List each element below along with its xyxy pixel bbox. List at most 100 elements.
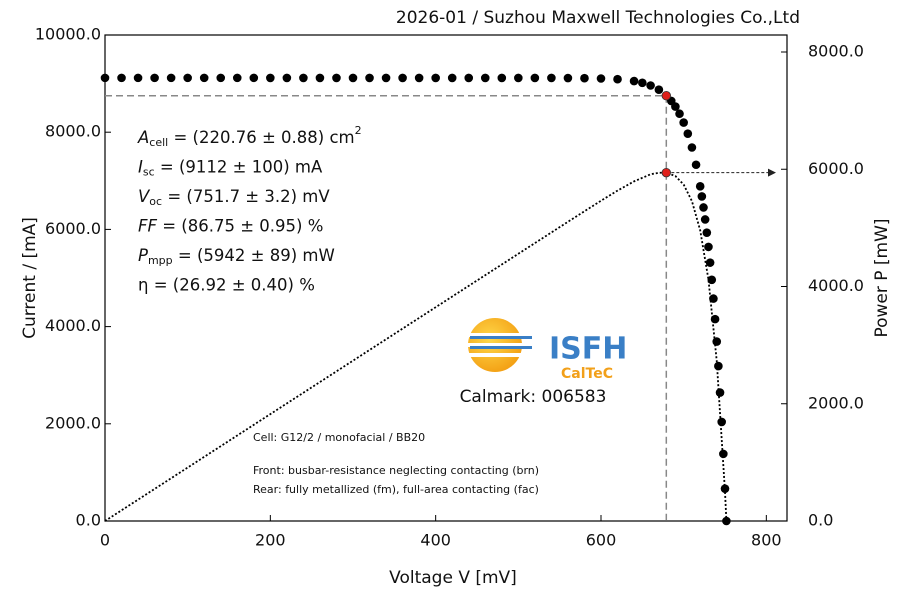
data-point (133, 73, 143, 83)
parameter: FF = (86.75 ± 0.95) % (138, 216, 323, 235)
data-point (697, 192, 707, 201)
cell-note: Front: busbar-resistance neglecting cont… (253, 464, 539, 477)
mpp-current-point (661, 91, 672, 101)
data-point (687, 143, 697, 152)
data-point (715, 388, 725, 397)
mpp-power-point (661, 167, 672, 178)
data-point (332, 73, 341, 83)
x-tick-label: 600 (586, 531, 617, 550)
y-tick-label: 0.0 (76, 511, 101, 530)
data-point (447, 73, 457, 83)
data-point (675, 109, 684, 119)
x-tick-label: 800 (751, 531, 782, 550)
parameter: η = (26.92 ± 0.40) % (138, 275, 315, 294)
data-point (348, 73, 358, 83)
data-point (717, 417, 726, 427)
cell-note: Rear: fully metallized (fm), full-area c… (253, 483, 539, 496)
data-point (580, 73, 589, 83)
data-point (712, 337, 722, 346)
data-point (638, 78, 647, 88)
parameter-text: = (86.75 ± 0.95) % (157, 216, 323, 235)
parameter-subscript: mpp (148, 254, 173, 267)
data-point (695, 182, 705, 191)
data-point (183, 73, 192, 83)
data-point (100, 73, 110, 83)
y-tick-label: 8000.0 (45, 122, 101, 141)
data-point (166, 73, 176, 83)
x-tick-label: 200 (255, 531, 286, 550)
parameter-text: = (26.92 ± 0.40) % (148, 275, 314, 294)
data-point (480, 73, 490, 83)
data-point (563, 73, 573, 83)
y2-tick-label: 2000.0 (808, 393, 864, 412)
data-point (707, 275, 717, 285)
data-point (514, 73, 523, 83)
data-point (398, 73, 407, 83)
parameter: Acell = (220.76 ± 0.88) cm2 (137, 124, 362, 149)
data-point (117, 73, 126, 83)
logo-sub: CalTeC (561, 366, 613, 382)
logo: ISFH CalTeC (462, 318, 627, 382)
parameter-symbol: FF (138, 216, 157, 235)
data-point (249, 73, 259, 83)
plot-frame (104, 34, 788, 522)
data-point (702, 228, 712, 237)
parameter-symbol: P (138, 246, 148, 265)
data-point (629, 76, 639, 86)
data-point (464, 73, 474, 83)
parameter-subscript: sc (143, 166, 155, 179)
chart-title: 2026-01 / Suzhou Maxwell Technologies Co… (396, 8, 800, 28)
y-tick-label: 10000.0 (35, 25, 101, 44)
power-line (104, 171, 728, 522)
parameter-symbol: A (137, 128, 149, 147)
parameter-text: = (220.76 ± 0.88) cm (168, 128, 354, 147)
parameter-text: = (751.7 ± 3.2) mV (162, 187, 330, 206)
y-tick-label: 2000.0 (45, 413, 101, 432)
data-point (299, 73, 308, 83)
x-tick-label: 0 (100, 531, 110, 550)
data-point (683, 129, 693, 138)
data-point (381, 73, 391, 83)
parameter-superscript: 2 (355, 124, 362, 137)
data-point (705, 258, 715, 267)
data-point (414, 73, 424, 83)
x-axis-title: Voltage V [mV] (389, 568, 517, 588)
y-tick-label: 6000.0 (45, 219, 101, 238)
data-point (530, 73, 540, 83)
parameter: Voc = (751.7 ± 3.2) mV (138, 187, 330, 209)
parameter-text: = (5942 ± 89) mW (173, 246, 335, 265)
data-point (282, 73, 292, 83)
data-point (199, 73, 209, 83)
data-point (150, 73, 159, 83)
data-point (431, 73, 440, 83)
parameter-symbol: V (138, 187, 151, 206)
data-point (232, 73, 242, 83)
parameter-symbol: η (138, 275, 148, 294)
data-point (700, 215, 710, 224)
data-point (691, 160, 701, 170)
data-point (266, 73, 275, 83)
data-point (714, 361, 723, 371)
data-point (671, 102, 680, 111)
data-point (547, 73, 556, 83)
parameter-subscript: oc (149, 195, 162, 208)
data-point (613, 74, 622, 84)
y2-axis-title: Power P [mW] (872, 218, 892, 337)
data-point (646, 81, 655, 90)
y2-tick-label: 8000.0 (808, 42, 864, 61)
y2-tick-label: 4000.0 (808, 276, 864, 295)
data-point (216, 73, 226, 83)
x-tick-label: 400 (420, 531, 451, 550)
cell-note: Cell: G12/2 / monofacial / BB20 (253, 431, 425, 444)
data-point (654, 85, 664, 95)
y-tick-label: 4000.0 (45, 316, 101, 335)
logo-name: ISFH (549, 332, 627, 367)
parameter: Pmpp = (5942 ± 89) mW (138, 246, 335, 268)
data-point (679, 118, 688, 127)
parameter: Isc = (9112 ± 100) mA (138, 157, 323, 179)
data-point (315, 73, 325, 83)
parameter-text: = (9112 ± 100) mA (155, 157, 323, 176)
data-point (704, 242, 713, 252)
calmark: Calmark: 006583 (460, 387, 607, 407)
data-point (497, 73, 507, 83)
